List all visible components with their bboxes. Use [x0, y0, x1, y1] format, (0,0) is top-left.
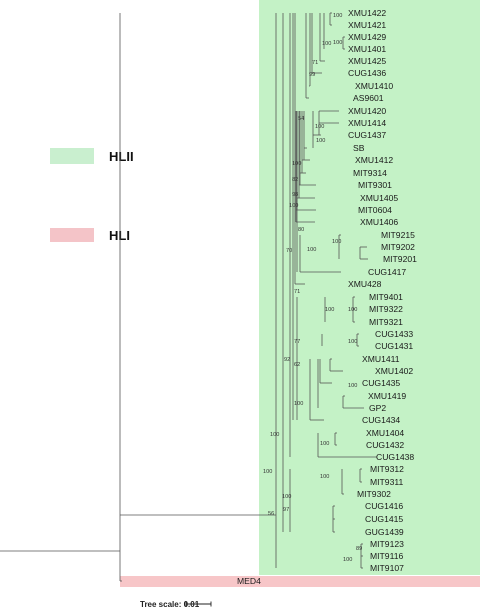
- leaf-label: MIT0604: [358, 205, 392, 215]
- bootstrap-value: 92: [284, 357, 290, 363]
- bootstrap-value: 100: [263, 469, 272, 475]
- leaf-label: CUG1415: [365, 514, 403, 524]
- bootstrap-value: 100: [320, 474, 329, 480]
- leaf-label: XMU1414: [348, 118, 386, 128]
- bootstrap-value: 100: [320, 441, 329, 447]
- leaf-label: CUG1435: [362, 378, 400, 388]
- leaf-label: CUG1438: [376, 452, 414, 462]
- legend-label-hli: HLI: [109, 228, 130, 243]
- bootstrap-value: 80: [298, 227, 304, 233]
- leaf-label: CUG1433: [375, 329, 413, 339]
- leaf-label: MIT9321: [369, 317, 403, 327]
- legend-item-hlii: HLII: [50, 148, 134, 164]
- bootstrap-value: 100: [343, 557, 352, 563]
- legend-swatch-hlii: [50, 148, 94, 164]
- leaf-label: XMU1404: [366, 428, 404, 438]
- bootstrap-value: 100: [282, 494, 291, 500]
- bootstrap-value: 100: [332, 239, 341, 245]
- leaf-label: AS9601: [353, 93, 384, 103]
- bootstrap-value: 100: [322, 41, 331, 47]
- leaf-label: CUG1437: [348, 130, 386, 140]
- leaf-label: MIT9401: [369, 292, 403, 302]
- leaf-label: CUG1416: [365, 501, 403, 511]
- bootstrap-value: 100: [333, 40, 342, 46]
- leaf-label: XMU1410: [355, 81, 393, 91]
- hlii-clade-highlight: [259, 0, 480, 575]
- leaf-label: XMU1402: [375, 366, 413, 376]
- bootstrap-value: 54: [298, 116, 304, 122]
- leaf-label: MIT9107: [370, 563, 404, 573]
- leaf-label: MIT9202: [381, 242, 415, 252]
- bootstrap-value: 70: [286, 248, 292, 254]
- bootstrap-value: 100: [348, 383, 357, 389]
- leaf-label: MIT9322: [369, 304, 403, 314]
- bootstrap-value: 100: [292, 161, 301, 167]
- bootstrap-value: 82: [292, 177, 298, 183]
- bootstrap-value: 100: [307, 247, 316, 253]
- leaf-label: CUG1436: [348, 68, 386, 78]
- leaf-label: MIT9123: [370, 539, 404, 549]
- leaf-label: MIT9314: [353, 168, 387, 178]
- bootstrap-value: 99: [309, 72, 315, 78]
- bootstrap-value: 77: [294, 339, 300, 345]
- leaf-label: CUG1432: [366, 440, 404, 450]
- leaf-label: MIT9215: [381, 230, 415, 240]
- bootstrap-value: 100: [325, 307, 334, 313]
- leaf-label: XMU428: [348, 279, 382, 289]
- bootstrap-value: 100: [289, 203, 298, 209]
- leaf-label: XMU1420: [348, 106, 386, 116]
- leaf-label: XMU1406: [360, 217, 398, 227]
- bootstrap-value: 100: [348, 339, 357, 345]
- tree-scale-label: Tree scale: 0.01: [140, 600, 200, 609]
- bootstrap-value: 100: [270, 432, 279, 438]
- leaf-label: GUG1439: [365, 527, 404, 537]
- legend-item-hli: HLI: [50, 228, 130, 243]
- leaf-label: XMU1421: [348, 20, 386, 30]
- leaf-label: XMU1422: [348, 8, 386, 18]
- leaf-label: SB: [353, 143, 365, 153]
- bootstrap-value: 62: [294, 362, 300, 368]
- bootstrap-value: 100: [316, 138, 325, 144]
- leaf-label: XMU1412: [355, 155, 393, 165]
- leaf-label: XMU1405: [360, 193, 398, 203]
- tree-branches: [0, 12, 377, 582]
- bootstrap-value: 89: [356, 546, 362, 552]
- bootstrap-value: 100: [294, 401, 303, 407]
- bootstrap-value: 97: [283, 507, 289, 513]
- leaf-label: XMU1429: [348, 32, 386, 42]
- leaf-label: XMU1401: [348, 44, 386, 54]
- leaf-label: MIT9116: [370, 551, 403, 561]
- bootstrap-value: 100: [315, 124, 324, 130]
- bootstrap-value: 100: [333, 13, 342, 19]
- leaf-label: GP2: [369, 403, 386, 413]
- leaf-label: XMU1419: [368, 391, 406, 401]
- leaf-labels: XMU1422 XMU1421 XMU1429 XMU1401 XMU1425 CUG14…: [237, 8, 417, 586]
- leaf-label: CUG1434: [362, 415, 400, 425]
- leaf-label: MIT9201: [383, 254, 417, 264]
- leaf-label: XMU1411: [362, 354, 400, 364]
- bootstrap-value: 98: [292, 192, 298, 198]
- bootstrap-labels: 1001001007199541001001008298100801007010…: [263, 13, 362, 563]
- leaf-label: CUG1417: [368, 267, 406, 277]
- leaf-label: MIT9302: [357, 489, 391, 499]
- tree-scale: Tree scale: 0.01: [140, 600, 212, 609]
- leaf-label: MIT9301: [358, 180, 392, 190]
- bootstrap-value: 56: [268, 511, 274, 517]
- bootstrap-value: 71: [312, 60, 318, 66]
- bootstrap-value: 100: [348, 307, 357, 313]
- bootstrap-value: 71: [294, 289, 300, 295]
- legend-label-hlii: HLII: [109, 149, 134, 164]
- leaf-label: XMU1425: [348, 56, 386, 66]
- leaf-label: MED4: [237, 576, 261, 586]
- leaf-label: CUG1431: [375, 341, 413, 351]
- legend-swatch-hli: [50, 228, 94, 242]
- leaf-label: MIT9312: [370, 464, 404, 474]
- leaf-label: MIT9311: [370, 477, 403, 487]
- hli-clade-highlight: [120, 576, 480, 587]
